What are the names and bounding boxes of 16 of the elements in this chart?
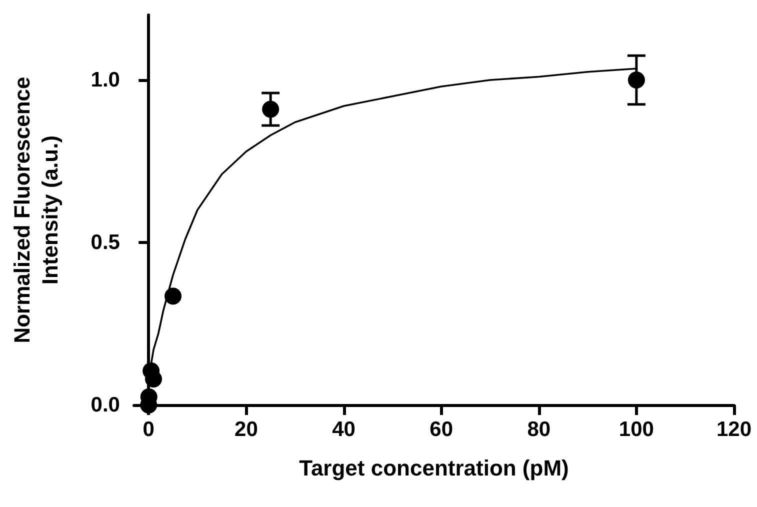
x-tick-label: 40 xyxy=(332,418,356,441)
x-tick-label: 60 xyxy=(430,418,453,441)
y-axis-title: Normalized Fluorescence Intensity (a.u.) xyxy=(10,76,62,344)
x-axis-title: Target concentration (pM) xyxy=(299,456,569,480)
y-tick-label: 0.5 xyxy=(90,231,120,254)
x-tick-label: 20 xyxy=(234,418,258,441)
x-tick-label: 120 xyxy=(716,418,752,441)
x-tick-label: 80 xyxy=(527,418,551,441)
y-tick-label: 0.0 xyxy=(90,394,120,416)
point xyxy=(628,72,645,88)
point xyxy=(145,370,162,388)
point xyxy=(262,100,280,118)
y-tick-label: 1.0 xyxy=(90,68,120,92)
x-tick-label: 0 xyxy=(142,418,154,441)
x-tick-label: 100 xyxy=(618,418,654,441)
point xyxy=(164,288,182,305)
